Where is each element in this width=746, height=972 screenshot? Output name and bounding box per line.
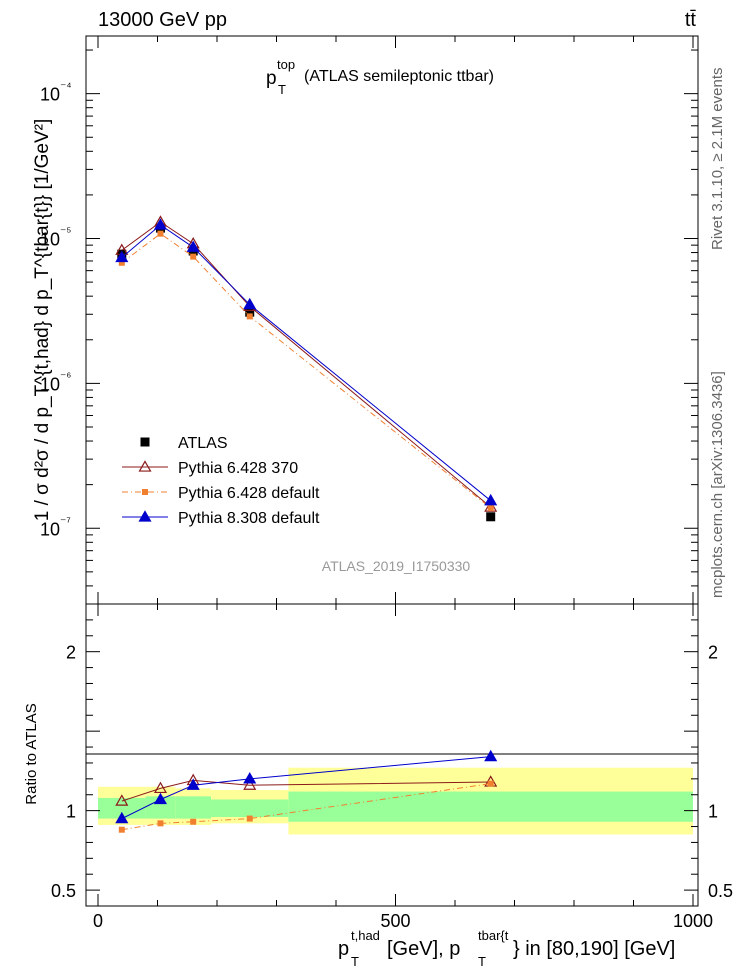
title-p: p: [266, 68, 277, 89]
legend-entry: Pythia 8.308 default: [122, 510, 320, 527]
ratio-series-pythia-8-308-default: [115, 749, 498, 824]
ratio-point: [153, 792, 168, 805]
data-point: [190, 253, 197, 260]
main-y-tick-label: 10: [40, 85, 60, 105]
legend-marker: [142, 489, 148, 495]
series-atlas: [117, 223, 496, 522]
ratio-point: [243, 772, 257, 784]
title-rest: (ATLAS semileptonic ttbar): [304, 68, 494, 85]
data-point: [153, 218, 168, 230]
legend-marker: [138, 510, 152, 522]
legend-entry: Pythia 6.428 370: [122, 460, 298, 477]
legend-entry: ATLAS: [140, 435, 228, 452]
x-axis-label: p t,had T [GeV], p tbar{t T } in [80,190…: [338, 928, 675, 969]
ratio-point: [190, 818, 197, 825]
xlabel-p1-sup: t,had: [351, 928, 380, 943]
series-pythia-6-428-default: [118, 230, 494, 511]
data-point: [486, 512, 496, 522]
data-point: [118, 259, 125, 266]
xlabel-p1: p: [338, 938, 349, 960]
uncertainty-band-green: [98, 797, 146, 819]
ratio-line: [121, 783, 491, 831]
ratio-y-tick-label-left: 2: [66, 643, 76, 663]
ratio-y-tick-label-right: 2: [708, 643, 718, 663]
ratio-point: [157, 820, 164, 827]
legend-label: Pythia 8.308 default: [178, 510, 320, 527]
ratio-y-tick-label-right: 0.5: [708, 881, 733, 901]
data-point: [246, 313, 253, 320]
ratio-point: [484, 749, 498, 762]
ratio-panel: 0 500 1000 0.5 0.5 1 1 2 2: [51, 603, 733, 931]
ratio-ylabel: Ratio to ATLAS: [23, 703, 40, 804]
legend: ATLAS Pythia 6.428 370 Pythia 6.428 defaul…: [122, 435, 320, 527]
ratio-point: [118, 826, 125, 833]
data-point: [186, 240, 200, 252]
main-y-tick-exponent: ⁻⁶: [60, 369, 71, 383]
main-y-tick-label: 10: [40, 374, 60, 394]
series-line: [121, 233, 492, 509]
main-panel: 10 ⁻⁷10 ⁻⁶10 ⁻⁵10 ⁻⁴: [40, 35, 699, 605]
title-sub: T: [278, 82, 286, 97]
ratio-point: [115, 811, 129, 824]
xlabel-p2-sup: tbar{t: [478, 928, 509, 943]
ratio-y-tick-label-left: 1: [66, 802, 76, 822]
main-y-tick-exponent: ⁻⁴: [60, 80, 72, 94]
series-pythia-8-308-default: [115, 218, 498, 506]
ratio-point: [243, 778, 257, 790]
data-point: [157, 230, 164, 237]
ratio-point: [153, 781, 168, 794]
xlabel-end: } in [80,190] [GeV]: [513, 938, 675, 960]
data-point: [484, 493, 498, 506]
data-point: [243, 297, 257, 310]
legend-label: Pythia 6.428 370: [178, 460, 298, 477]
uncertainty-band-green: [288, 791, 693, 822]
legend-label: ATLAS: [178, 435, 228, 452]
uncertainty-band-green: [145, 796, 176, 819]
mcplots-label: mcplots.cern.ch [arXiv:1306.3436]: [709, 371, 726, 598]
chart-title: p top T (ATLAS semileptonic ttbar): [266, 57, 494, 97]
main-ylabel: 1 / σ d²σ / d p_T^{t,had} d p_T^{tbar{t}…: [32, 119, 53, 522]
uncertainty-band-green: [175, 796, 212, 819]
ratio-series-pythia-6-428-default: [118, 780, 494, 833]
main-y-tick-exponent: ⁻⁷: [60, 514, 71, 528]
x-tick-label: 500: [380, 911, 410, 931]
data-point: [245, 307, 255, 317]
header-left: 13000 GeV pp: [98, 9, 227, 31]
ratio-y-tick-label-right: 1: [708, 802, 718, 822]
legend-entry: Pythia 6.428 default: [122, 485, 320, 502]
xlabel-p1-sub: T: [351, 954, 359, 969]
main-y-tick-label: 10: [40, 230, 60, 250]
ratio-frame: [85, 603, 699, 907]
ratio-point: [487, 780, 494, 787]
x-tick-label: 1000: [673, 911, 713, 931]
header-right: tt̄: [685, 9, 697, 31]
xlabel-p2-sub: T: [478, 954, 486, 969]
data-point: [115, 250, 129, 263]
x-tick-label: 0: [93, 911, 103, 931]
rivet-label: Rivet 3.1.10, ≥ 2.1M events: [709, 68, 726, 251]
legend-label: Pythia 6.428 default: [178, 485, 320, 502]
main-y-tick-exponent: ⁻⁵: [60, 225, 71, 239]
analysis-watermark: ATLAS_2019_I1750330: [322, 558, 471, 574]
title-sup: top: [277, 57, 295, 72]
ratio-y-tick-label-left: 0.5: [51, 881, 76, 901]
ratio-point: [115, 794, 129, 806]
xlabel-mid: [GeV], p: [387, 938, 460, 960]
ratio-point: [186, 778, 200, 790]
legend-marker: [138, 460, 152, 472]
ratio-point: [246, 815, 253, 822]
data-point: [487, 504, 494, 511]
uncertainty-band-green: [211, 799, 289, 817]
main-y-tick-label: 10: [40, 519, 60, 539]
legend-marker: [140, 437, 150, 447]
